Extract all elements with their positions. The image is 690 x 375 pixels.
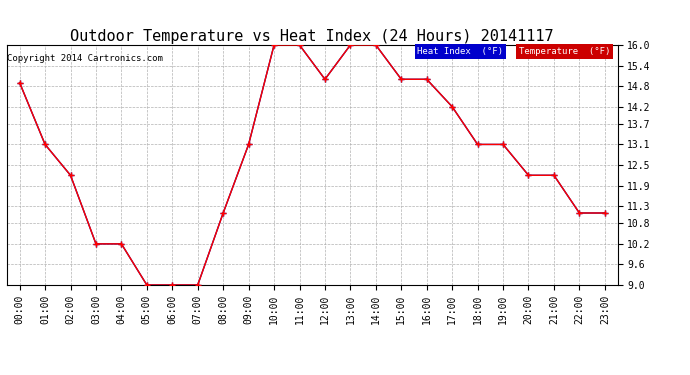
Text: Heat Index  (°F): Heat Index (°F): [417, 47, 504, 56]
Title: Outdoor Temperature vs Heat Index (24 Hours) 20141117: Outdoor Temperature vs Heat Index (24 Ho…: [70, 29, 554, 44]
Text: Copyright 2014 Cartronics.com: Copyright 2014 Cartronics.com: [7, 54, 163, 63]
Text: Temperature  (°F): Temperature (°F): [519, 47, 610, 56]
